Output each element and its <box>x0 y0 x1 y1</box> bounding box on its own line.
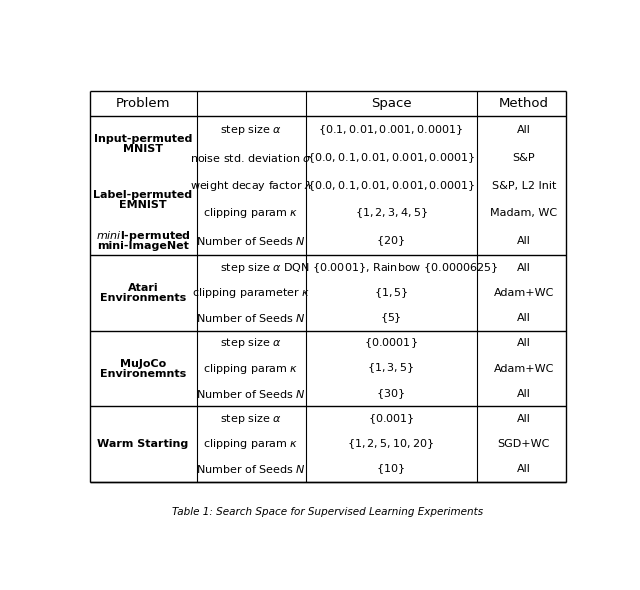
Text: Problem: Problem <box>116 97 170 110</box>
Text: Number of Seeds $N$: Number of Seeds $N$ <box>196 388 306 399</box>
Text: All: All <box>517 263 531 273</box>
Text: step size $\alpha$: step size $\alpha$ <box>220 412 282 426</box>
Text: Environemnts: Environemnts <box>100 369 186 379</box>
Text: step size $\alpha$: step size $\alpha$ <box>220 336 282 350</box>
Text: Number of Seeds $N$: Number of Seeds $N$ <box>196 463 306 476</box>
Text: Table 1: Search Space for Supervised Learning Experiments: Table 1: Search Space for Supervised Lea… <box>172 507 484 517</box>
Text: clipping parameter $\kappa$: clipping parameter $\kappa$ <box>192 286 310 300</box>
Text: step size $\alpha$: step size $\alpha$ <box>220 261 282 275</box>
Text: $\{20\}$: $\{20\}$ <box>376 234 406 248</box>
Text: MuJoCo: MuJoCo <box>120 359 166 369</box>
Text: S&P: S&P <box>513 153 535 163</box>
Text: DQN $\{0.0001\}$, Rainbow $\{0.0000625\}$: DQN $\{0.0001\}$, Rainbow $\{0.0000625\}… <box>284 261 499 274</box>
Text: All: All <box>517 338 531 348</box>
Text: Number of Seeds $N$: Number of Seeds $N$ <box>196 312 306 324</box>
Text: Number of Seeds $N$: Number of Seeds $N$ <box>196 235 306 247</box>
Text: clipping param $\kappa$: clipping param $\kappa$ <box>204 437 299 451</box>
Text: noise std. deviation $\sigma$: noise std. deviation $\sigma$ <box>190 152 312 164</box>
Text: $\{0.1, 0.01, 0.001, 0.0001\}$: $\{0.1, 0.01, 0.001, 0.0001\}$ <box>319 123 463 137</box>
Text: Space: Space <box>371 97 412 110</box>
Text: step size $\alpha$: step size $\alpha$ <box>220 123 282 137</box>
Text: SGD+WC: SGD+WC <box>498 439 550 449</box>
Text: MNIST: MNIST <box>123 144 163 154</box>
Text: $\{1, 2, 3, 4, 5\}$: $\{1, 2, 3, 4, 5\}$ <box>355 206 428 221</box>
Text: All: All <box>517 389 531 399</box>
Text: Madam, WC: Madam, WC <box>490 208 557 218</box>
Text: S&P, L2 Init: S&P, L2 Init <box>492 181 556 191</box>
Text: $\{1, 2, 5, 10, 20\}$: $\{1, 2, 5, 10, 20\}$ <box>348 437 435 451</box>
Text: Atari: Atari <box>127 283 158 293</box>
Text: All: All <box>517 414 531 424</box>
Text: $\it{mini}$l-permuted: $\it{mini}$l-permuted <box>95 230 191 243</box>
Text: Warm Starting: Warm Starting <box>97 439 189 449</box>
Text: $\{30\}$: $\{30\}$ <box>376 387 406 401</box>
Text: Adam+WC: Adam+WC <box>493 363 554 373</box>
Text: All: All <box>517 125 531 135</box>
Text: All: All <box>517 464 531 474</box>
Text: $\{5\}$: $\{5\}$ <box>380 311 402 325</box>
Text: EMNIST: EMNIST <box>119 199 167 209</box>
Text: Method: Method <box>499 97 549 110</box>
Text: $\{10\}$: $\{10\}$ <box>376 463 406 476</box>
Text: $\{1, 3, 5\}$: $\{1, 3, 5\}$ <box>367 362 415 375</box>
Text: All: All <box>517 236 531 246</box>
Text: $\{0.0, 0.1, 0.01, 0.001, 0.0001\}$: $\{0.0, 0.1, 0.01, 0.001, 0.0001\}$ <box>307 151 476 165</box>
Text: Environments: Environments <box>100 293 186 303</box>
Text: Adam+WC: Adam+WC <box>493 288 554 298</box>
Text: clipping param $\kappa$: clipping param $\kappa$ <box>204 362 299 375</box>
Text: $\{1, 5\}$: $\{1, 5\}$ <box>374 286 408 300</box>
Text: mini-ImageNet: mini-ImageNet <box>97 241 189 251</box>
Text: $\{0.0, 0.1, 0.01, 0.001, 0.0001\}$: $\{0.0, 0.1, 0.01, 0.001, 0.0001\}$ <box>307 179 476 193</box>
Text: $\{0.001\}$: $\{0.001\}$ <box>367 412 414 426</box>
Text: clipping param $\kappa$: clipping param $\kappa$ <box>204 206 299 221</box>
Text: All: All <box>517 313 531 323</box>
Text: Input-permuted: Input-permuted <box>94 134 192 144</box>
Text: weight decay factor $\lambda$: weight decay factor $\lambda$ <box>190 179 312 193</box>
Text: $\{0.0001\}$: $\{0.0001\}$ <box>364 336 418 350</box>
Text: Label-permuted: Label-permuted <box>93 189 193 199</box>
